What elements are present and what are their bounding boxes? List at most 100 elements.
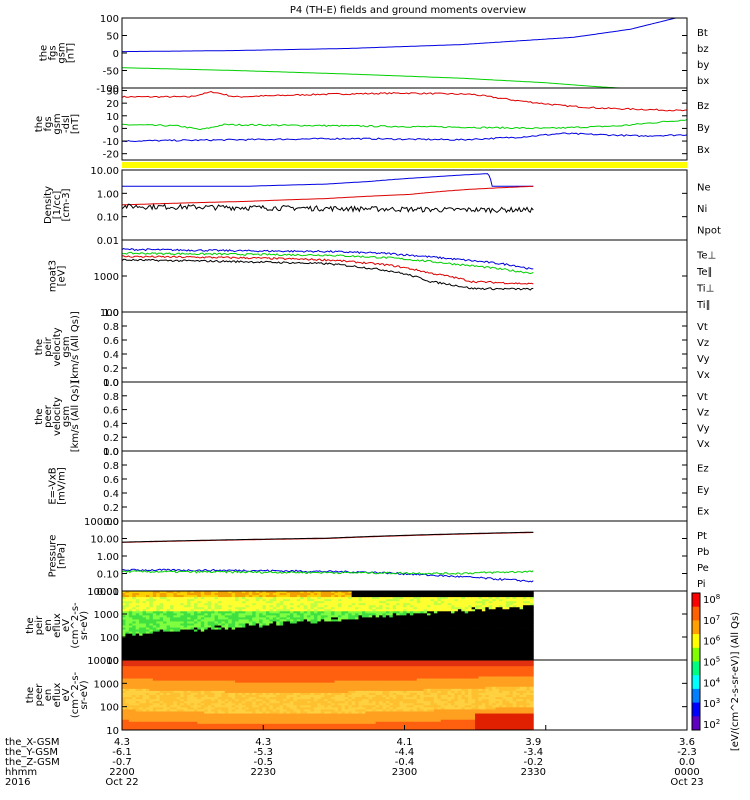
heatmap-cell bbox=[523, 655, 527, 659]
heatmap-cell bbox=[166, 674, 171, 677]
heatmap-cell bbox=[334, 649, 339, 653]
heatmap-cell bbox=[289, 627, 294, 630]
heatmap-cell bbox=[433, 645, 438, 649]
heatmap-cell bbox=[313, 649, 318, 653]
heatmap-cell bbox=[327, 629, 332, 632]
heatmap-cell bbox=[488, 639, 493, 643]
heatmap-cell bbox=[166, 680, 171, 684]
heatmap-cell bbox=[499, 609, 503, 612]
heatmap-cell bbox=[358, 655, 363, 659]
heatmap-cell bbox=[139, 707, 143, 710]
heatmap-cell bbox=[279, 637, 284, 641]
heatmap-cell bbox=[145, 666, 150, 669]
heatmap-cell bbox=[382, 609, 387, 612]
heatmap-cell bbox=[375, 621, 380, 624]
heatmap-cell bbox=[509, 641, 514, 645]
series-line-By bbox=[121, 118, 688, 131]
heatmap-cell bbox=[122, 662, 126, 665]
heatmap-cell bbox=[358, 651, 363, 655]
heatmap-cell bbox=[139, 625, 143, 628]
heatmap-cell bbox=[283, 613, 287, 616]
heatmap-cell bbox=[368, 595, 373, 598]
heatmap-cell bbox=[252, 627, 257, 630]
heatmap-cell bbox=[396, 609, 401, 612]
heatmap-cell bbox=[348, 611, 353, 614]
heatmap-cell bbox=[361, 639, 366, 643]
heatmap-cell bbox=[248, 655, 253, 659]
heatmap-cell bbox=[303, 599, 308, 602]
heatmap-cell bbox=[156, 635, 161, 639]
heatmap-cell bbox=[468, 605, 473, 608]
heatmap-cell bbox=[241, 627, 246, 630]
heatmap-cell bbox=[139, 599, 143, 602]
heatmap-cell bbox=[166, 637, 171, 641]
heatmap-cell bbox=[214, 657, 219, 661]
heatmap-cell bbox=[265, 657, 270, 661]
heatmap-cell bbox=[361, 621, 366, 624]
heatmap-cell bbox=[488, 619, 493, 622]
heatmap-cell bbox=[163, 649, 167, 653]
heatmap-cell bbox=[255, 621, 260, 624]
heatmap-cell bbox=[193, 653, 198, 657]
heatmap-cell bbox=[224, 625, 229, 628]
heatmap-cell bbox=[166, 662, 171, 665]
heatmap-cell bbox=[235, 615, 239, 618]
heatmap-cell bbox=[245, 631, 250, 635]
heatmap-cell bbox=[139, 715, 143, 719]
heatmap-cell bbox=[523, 643, 527, 647]
heatmap-cell bbox=[475, 599, 479, 602]
heatmap-cell bbox=[289, 655, 294, 659]
heatmap-cell bbox=[176, 601, 181, 604]
heatmap-cell bbox=[296, 645, 301, 649]
heatmap-cell bbox=[423, 647, 428, 651]
heatmap-cell bbox=[245, 607, 250, 610]
heatmap-cell bbox=[193, 631, 198, 635]
heatmap-cell bbox=[372, 631, 377, 635]
heatmap-cell bbox=[416, 611, 421, 614]
heatmap-cell bbox=[262, 653, 267, 657]
heatmap-cell bbox=[300, 643, 305, 647]
heatmap-cell bbox=[272, 637, 277, 641]
heatmap-cell bbox=[382, 643, 387, 647]
heatmap-cell bbox=[488, 635, 493, 639]
heatmap-cell bbox=[176, 597, 181, 600]
heatmap-cell bbox=[217, 599, 222, 602]
heatmap-cell bbox=[187, 711, 191, 714]
heatmap-cell bbox=[499, 649, 503, 653]
heatmap-cell bbox=[231, 627, 236, 630]
heatmap-cell bbox=[142, 601, 147, 604]
heatmap-cell bbox=[375, 615, 380, 618]
heatmap-cell bbox=[245, 657, 250, 661]
heatmap-cell bbox=[145, 597, 150, 600]
heatmap-cell bbox=[385, 613, 390, 616]
heatmap-cell bbox=[526, 611, 531, 614]
heatmap-cell bbox=[523, 641, 527, 645]
heatmap-cell bbox=[125, 617, 130, 620]
heatmap-cell bbox=[461, 599, 466, 602]
heatmap-cell bbox=[385, 631, 390, 635]
heatmap-cell bbox=[173, 713, 178, 716]
heatmap-cell bbox=[276, 615, 281, 618]
heatmap-cell bbox=[262, 611, 267, 614]
heatmap-cell bbox=[344, 627, 349, 630]
heatmap-cell bbox=[132, 668, 137, 671]
heatmap-cell bbox=[149, 635, 154, 639]
heatmap-cell bbox=[163, 647, 167, 651]
heatmap-cell bbox=[163, 672, 167, 675]
heatmap-cell bbox=[125, 686, 130, 690]
heatmap-cell bbox=[481, 613, 486, 616]
heatmap-cell bbox=[365, 639, 370, 643]
y-tick-label: 10 bbox=[106, 656, 119, 667]
heatmap-cell bbox=[125, 682, 130, 686]
legend-entry-Te⊥: Te⊥ bbox=[696, 250, 716, 261]
heatmap-cell bbox=[145, 697, 150, 700]
heatmap-cell bbox=[440, 631, 445, 635]
heatmap-cell bbox=[523, 625, 527, 628]
heatmap-cell bbox=[296, 649, 301, 653]
heatmap-cell bbox=[430, 647, 435, 651]
heatmap-cell bbox=[516, 613, 521, 616]
heatmap-cell bbox=[122, 639, 126, 643]
heatmap-cell bbox=[492, 625, 497, 628]
heatmap-cell bbox=[163, 631, 167, 635]
heatmap-cell bbox=[180, 615, 185, 618]
